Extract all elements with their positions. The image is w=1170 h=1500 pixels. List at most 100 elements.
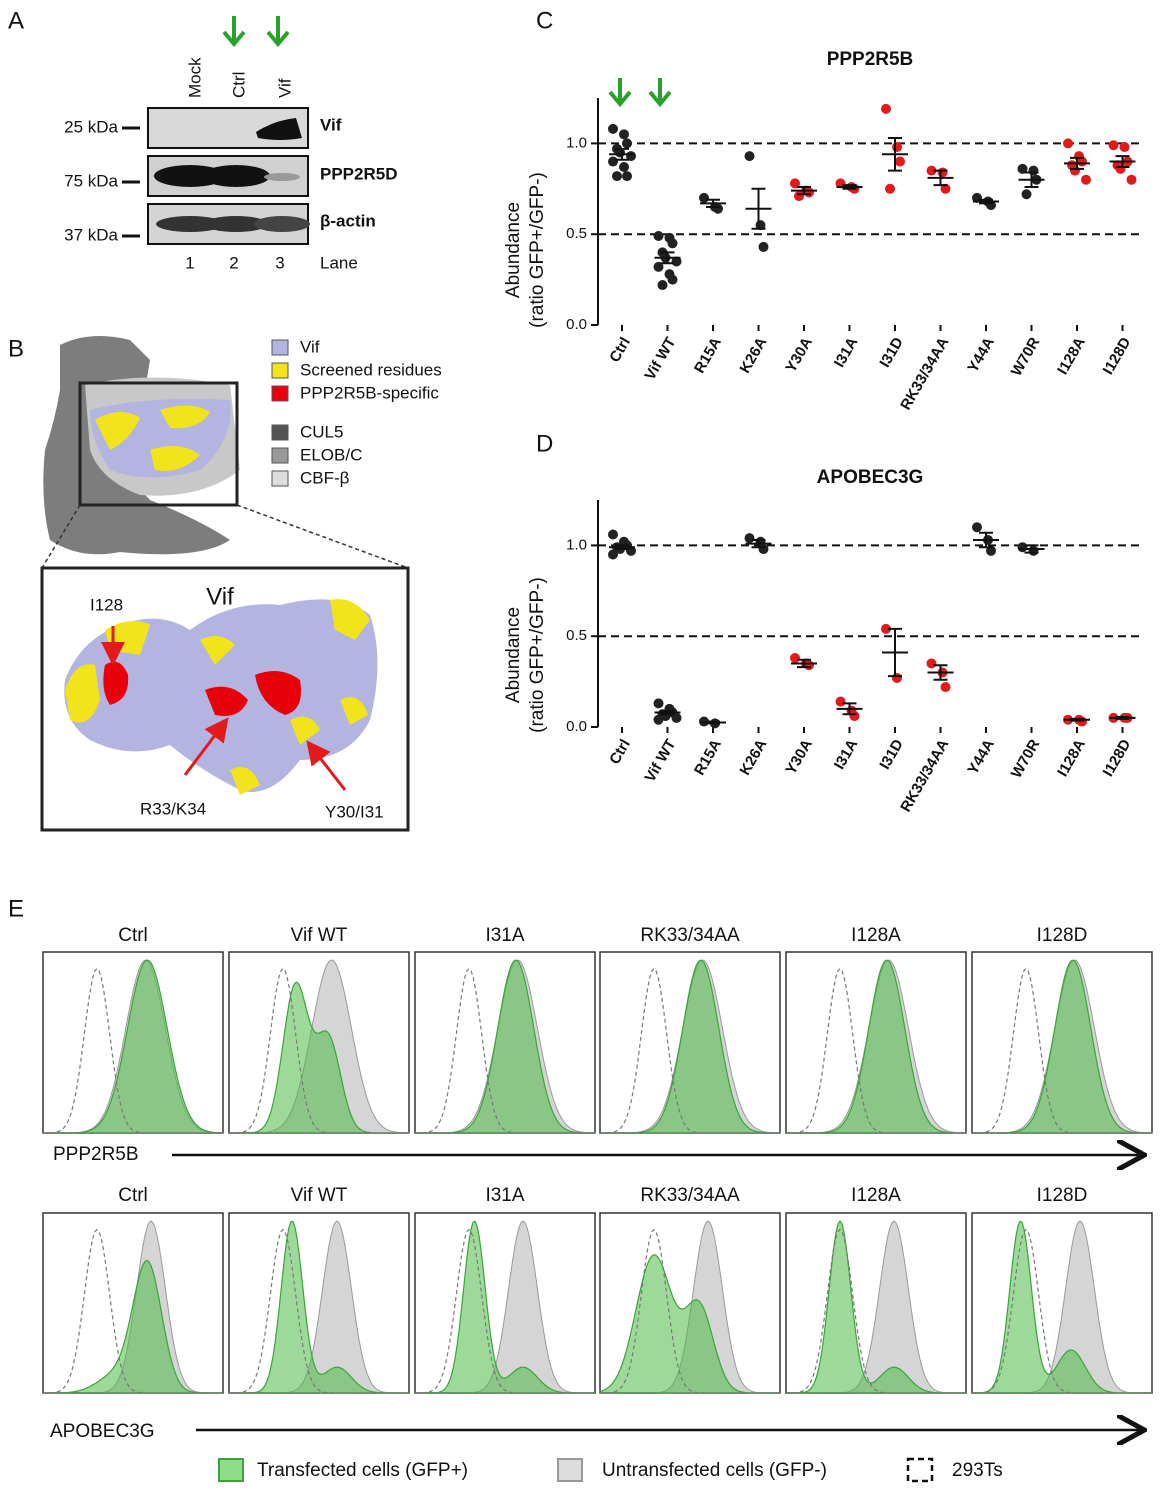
marker-label: 37 kDa — [64, 225, 118, 244]
x-tick-label: I128D — [1100, 736, 1135, 779]
histogram-gfp-pos — [786, 959, 966, 1134]
error-bar — [933, 664, 948, 681]
histogram-legend — [218, 1457, 934, 1483]
data-point — [713, 203, 723, 214]
x-tick-label: I31A — [831, 334, 862, 370]
error-bar — [751, 538, 766, 549]
structure-legend-swatches — [271, 339, 289, 487]
sample-title: I31A — [485, 1185, 524, 1206]
legend-label: Untransfected cells (GFP-) — [602, 1460, 827, 1481]
data-point — [622, 171, 632, 182]
legend-label: Transfected cells (GFP+) — [257, 1460, 468, 1481]
lane-label: Ctrl — [229, 72, 248, 98]
data-point — [619, 129, 629, 140]
sample-title: I128D — [1037, 1185, 1088, 1206]
data-point — [794, 191, 804, 202]
chart-title: APOBEC3G — [817, 467, 924, 488]
data-point — [622, 138, 632, 149]
x-tick-label: I31D — [876, 736, 907, 772]
marker-ticks — [122, 126, 140, 238]
green-arrows — [222, 16, 290, 48]
data-point — [1021, 189, 1032, 200]
data-point — [892, 672, 902, 683]
error-bar — [842, 702, 857, 716]
data-point — [1028, 165, 1039, 176]
error-bar — [1024, 544, 1039, 554]
row-axis-label: APOBEC3G — [50, 1421, 155, 1442]
sample-title: Vif WT — [291, 925, 348, 946]
legend-label: PPP2R5B-specific — [300, 383, 439, 402]
histogram-293t — [229, 1228, 409, 1394]
y-tick-label: 0.0 — [566, 718, 587, 735]
y-tick-label: 0.0 — [566, 316, 587, 333]
data-point — [881, 103, 891, 114]
blot-label: PPP2R5D — [320, 164, 397, 183]
data-point — [972, 522, 982, 533]
y-tick-label: 1.0 — [566, 134, 587, 151]
marker-label: 75 kDa — [64, 171, 118, 190]
y-axis-label: (ratio GFP+/GFP-) — [527, 577, 548, 733]
histogram-293t — [43, 1228, 223, 1394]
data-point — [804, 187, 814, 198]
data-point — [881, 623, 891, 634]
x-tick-label: I31A — [831, 736, 862, 772]
error-bar — [615, 147, 629, 161]
data-point — [1017, 542, 1028, 553]
data-point — [1108, 140, 1119, 151]
data-point — [1115, 163, 1126, 174]
histogram-293t — [786, 967, 966, 1134]
data-point — [895, 156, 905, 167]
structure — [41, 336, 409, 569]
inset-title: Vif — [206, 583, 234, 610]
data-point — [940, 183, 951, 194]
data-point — [892, 142, 902, 153]
x-tick-label: W70R — [1008, 736, 1044, 781]
marker-label: 25 kDa — [64, 117, 118, 136]
error-bar — [1115, 716, 1130, 720]
sample-title: I31A — [485, 925, 524, 946]
sample-title: I128A — [851, 925, 901, 946]
x-tick-label: Y44A — [964, 334, 998, 375]
panel-letter: B — [8, 335, 24, 362]
x-tick-label: I128A — [1054, 334, 1089, 377]
panel-letter: C — [536, 7, 553, 34]
residue-label: I128 — [90, 595, 123, 614]
x-tick-label: Ctrl — [606, 736, 634, 767]
x-tick-label: RK33/34AA — [897, 736, 952, 815]
lane-number: 2 — [229, 253, 238, 272]
histogram-293t — [415, 1228, 595, 1394]
data-point — [608, 156, 618, 167]
legend-label: ELOB/C — [300, 445, 362, 464]
sample-title: Ctrl — [118, 925, 148, 946]
data-point — [1063, 138, 1073, 149]
x-tick-label: W70R — [1008, 334, 1044, 379]
data-point — [986, 545, 996, 556]
lane-number: 1 — [185, 253, 194, 272]
data-point — [744, 533, 755, 544]
y-axis-label: Abundance — [503, 202, 524, 298]
sample-title: I128A — [851, 1185, 901, 1206]
data-point — [1017, 163, 1028, 174]
lane-label: Mock — [185, 57, 204, 98]
x-tick-label: I128D — [1100, 334, 1135, 377]
sample-title: RK33/34AA — [640, 925, 740, 946]
x-tick-label: Vif WT — [641, 334, 679, 383]
y-tick-label: 0.5 — [566, 225, 587, 242]
data-point — [653, 714, 664, 725]
x-tick-label: I128A — [1054, 736, 1089, 779]
error-bar — [660, 251, 675, 265]
data-point — [758, 544, 769, 555]
sample-title: RK33/34AA — [640, 1185, 740, 1206]
lane-label: Vif — [275, 78, 294, 98]
sample-title: I128D — [1037, 925, 1088, 946]
data-point — [937, 167, 948, 178]
data-point — [835, 696, 846, 707]
lane-number: 3 — [275, 253, 284, 272]
residue-label: Y30/I31 — [325, 802, 384, 821]
y-axis-label: Abundance — [503, 607, 524, 703]
data-point — [612, 171, 622, 182]
error-bar — [1024, 171, 1039, 188]
x-tick-label: K26A — [736, 736, 770, 778]
x-tick-label: R15A — [691, 334, 725, 376]
